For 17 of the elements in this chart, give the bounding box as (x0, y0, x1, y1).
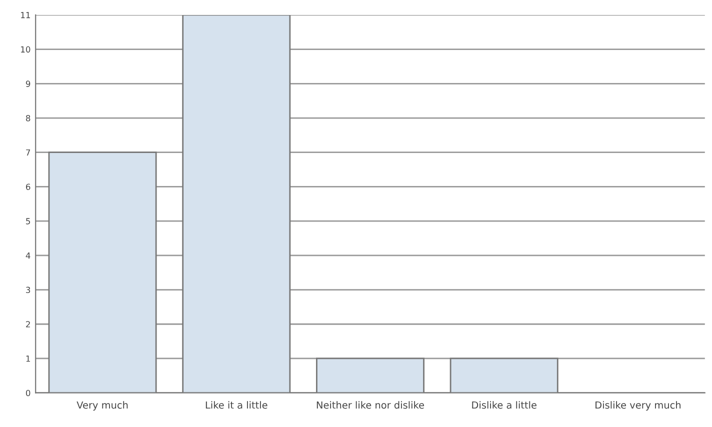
y-tick-label: 2 (26, 321, 30, 328)
y-tick-label: 7 (26, 149, 30, 156)
y-tick-label: 8 (26, 114, 30, 122)
y-tick-label: 3 (26, 286, 30, 294)
y-tick-label: 0 (26, 390, 30, 396)
y-tick-label: 10 (21, 46, 30, 53)
y-tick-label: 4 (26, 252, 30, 259)
y-tick-label: 11 (21, 12, 30, 18)
x-tick-label: Very much (76, 401, 128, 411)
x-tick-label: Dislike very much (596, 401, 680, 411)
x-tick-label: Dislike a little (472, 401, 536, 409)
y-tick-label: 1 (26, 356, 30, 362)
y-tick-label: 9 (26, 80, 30, 87)
x-tick-label: Neither like nor dislike (316, 401, 424, 409)
x-tick-label: Like it a little (206, 401, 268, 409)
y-tick-label: 6 (26, 184, 30, 190)
y-tick-label: 5 (26, 218, 30, 224)
